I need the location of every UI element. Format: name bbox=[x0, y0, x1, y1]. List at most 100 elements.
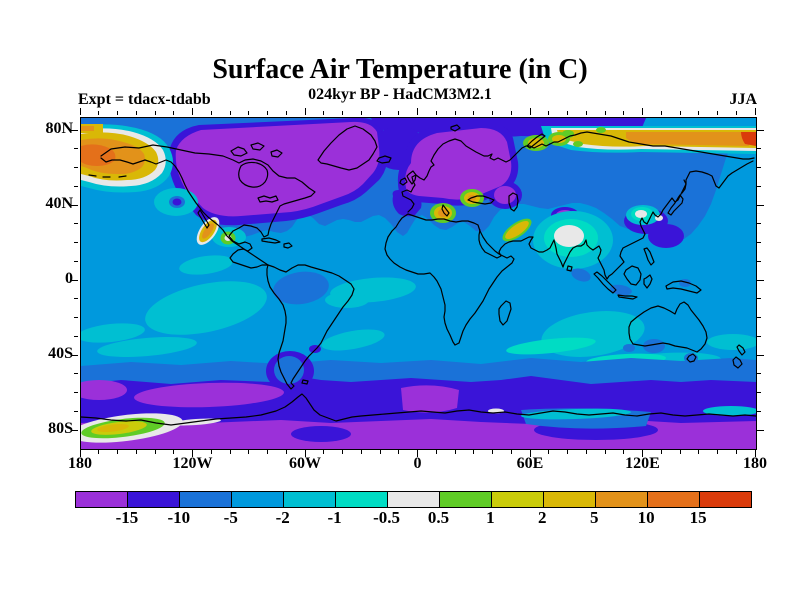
x-axis-label: 60E bbox=[516, 455, 544, 472]
colorbar-label: 15 bbox=[689, 508, 707, 527]
axis-tick bbox=[74, 373, 79, 375]
axis-tick bbox=[756, 373, 761, 375]
axis-tick bbox=[173, 449, 175, 454]
axis-tick bbox=[756, 242, 761, 244]
axis-tick bbox=[192, 108, 193, 116]
axis-tick bbox=[623, 111, 625, 116]
axis-tick bbox=[285, 111, 287, 116]
axis-tick bbox=[98, 111, 100, 116]
axis-tick bbox=[679, 111, 681, 116]
axis-tick bbox=[117, 111, 118, 116]
axis-tick bbox=[435, 111, 437, 116]
axis-tick bbox=[71, 129, 79, 131]
colorbar-label: 0.5 bbox=[427, 508, 450, 527]
axis-tick bbox=[623, 449, 625, 454]
axis-tick bbox=[510, 111, 512, 116]
axis-tick bbox=[756, 260, 761, 262]
axis-tick bbox=[117, 449, 118, 454]
axis-tick bbox=[71, 429, 79, 431]
colorbar-label: -5 bbox=[223, 508, 238, 527]
axis-tick bbox=[756, 335, 761, 337]
y-axis-label: 40N bbox=[45, 195, 73, 213]
colorbar-segment bbox=[335, 492, 387, 507]
axis-tick bbox=[229, 449, 231, 454]
axis-tick bbox=[492, 111, 493, 116]
axis-tick bbox=[585, 449, 587, 454]
axis-tick bbox=[756, 298, 761, 300]
axis-tick bbox=[567, 449, 568, 454]
x-axis-label: 180 bbox=[68, 455, 92, 472]
axis-tick bbox=[135, 449, 137, 454]
axis-tick bbox=[398, 449, 400, 454]
axis-tick bbox=[229, 111, 231, 116]
axis-tick bbox=[735, 111, 737, 116]
axis-tick bbox=[529, 108, 531, 116]
axis-tick bbox=[735, 449, 737, 454]
axis-tick bbox=[135, 111, 137, 116]
axis-tick bbox=[285, 449, 287, 454]
axis-tick bbox=[642, 108, 643, 116]
axis-tick bbox=[154, 111, 156, 116]
axis-tick bbox=[342, 111, 343, 116]
axis-tick bbox=[210, 111, 212, 116]
colorbar-segment bbox=[387, 492, 439, 507]
colorbar-segment bbox=[647, 492, 699, 507]
axis-tick bbox=[379, 449, 381, 454]
axis-tick bbox=[74, 260, 79, 262]
x-axis-label: 120W bbox=[172, 455, 213, 472]
axis-tick bbox=[679, 449, 681, 454]
axis-tick bbox=[74, 148, 79, 150]
colorbar-label: 2 bbox=[538, 508, 547, 527]
axis-tick bbox=[342, 449, 343, 454]
axis-tick bbox=[248, 449, 250, 454]
axis-tick bbox=[642, 449, 643, 457]
colorbar-segment bbox=[699, 492, 751, 507]
axis-tick bbox=[660, 449, 662, 454]
axis-tick bbox=[74, 242, 79, 244]
colorbar-segment bbox=[491, 492, 543, 507]
axis-tick bbox=[74, 298, 79, 300]
axis-tick bbox=[210, 449, 212, 454]
world-map-svg bbox=[81, 118, 756, 449]
axis-tick bbox=[435, 449, 437, 454]
axis-tick bbox=[323, 111, 325, 116]
x-axis-label: 0 bbox=[413, 455, 422, 472]
colorbar-label: -15 bbox=[115, 508, 139, 527]
axis-tick bbox=[71, 354, 79, 356]
axis-tick bbox=[417, 108, 418, 116]
experiment-label: Expt = tdacx-tdabb bbox=[78, 91, 211, 108]
axis-tick bbox=[548, 111, 550, 116]
map-frame bbox=[80, 117, 757, 450]
axis-tick bbox=[398, 111, 400, 116]
axis-tick bbox=[360, 449, 362, 454]
axis-tick bbox=[74, 167, 79, 169]
axis-tick bbox=[604, 449, 606, 454]
axis-tick bbox=[756, 223, 761, 225]
axis-tick bbox=[492, 449, 493, 454]
axis-tick bbox=[756, 392, 761, 394]
colorbar-label: -2 bbox=[275, 508, 290, 527]
axis-tick bbox=[74, 335, 79, 337]
axis-tick bbox=[756, 167, 761, 169]
y-axis-label: 80N bbox=[45, 120, 73, 138]
axis-tick bbox=[454, 111, 456, 116]
colorbar-label: 5 bbox=[589, 508, 599, 527]
axis-tick bbox=[756, 410, 761, 412]
axis-tick bbox=[154, 449, 156, 454]
axis-tick bbox=[756, 429, 764, 431]
colorbar-segment bbox=[595, 492, 647, 507]
axis-tick bbox=[74, 410, 79, 412]
axis-tick bbox=[660, 111, 662, 116]
axis-tick bbox=[510, 449, 512, 454]
axis-tick bbox=[98, 449, 100, 454]
axis-tick bbox=[304, 108, 306, 116]
colorbar-segment bbox=[543, 492, 595, 507]
axis-tick bbox=[71, 279, 79, 281]
colorbar-segment bbox=[231, 492, 283, 507]
axis-tick bbox=[529, 449, 531, 457]
axis-tick bbox=[473, 111, 475, 116]
colorbar-segment bbox=[179, 492, 231, 507]
axis-tick bbox=[192, 449, 193, 457]
axis-tick bbox=[74, 392, 79, 394]
